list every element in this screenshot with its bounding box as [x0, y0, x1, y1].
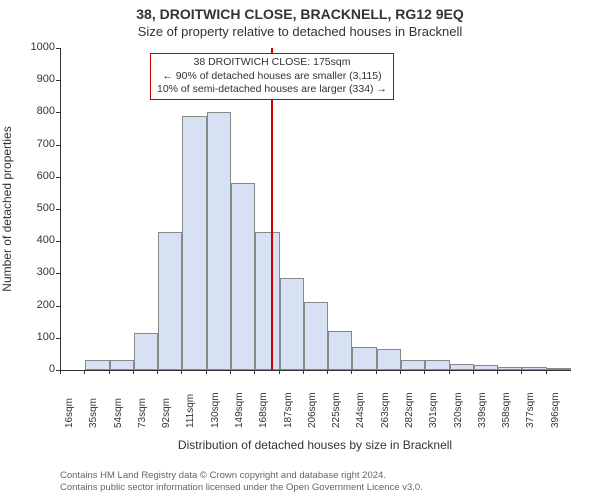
x-tick-label: 263sqm [380, 392, 391, 428]
y-tick-label: 600 [15, 170, 55, 182]
y-tick-mark [56, 112, 60, 113]
x-tick-mark [546, 370, 547, 374]
x-tick-label: 244sqm [355, 392, 366, 428]
x-tick-label: 225sqm [331, 392, 342, 428]
x-tick-label: 206sqm [307, 392, 318, 428]
x-tick-mark [60, 370, 61, 374]
y-tick-label: 200 [15, 299, 55, 311]
x-tick-label: 92sqm [161, 398, 172, 428]
x-tick-label: 187sqm [283, 392, 294, 428]
annotation-box: 38 DROITWICH CLOSE: 175sqm← 90% of detac… [150, 53, 394, 100]
histogram-bar [498, 367, 522, 370]
x-tick-label: 149sqm [234, 392, 245, 428]
x-tick-mark [230, 370, 231, 374]
y-tick-mark [56, 273, 60, 274]
histogram-bar [522, 367, 546, 370]
y-tick-label: 700 [15, 138, 55, 150]
x-tick-mark [303, 370, 304, 374]
histogram-bar [280, 278, 304, 370]
x-tick-mark [109, 370, 110, 374]
histogram-bar [255, 232, 279, 370]
histogram-bar [547, 368, 571, 370]
x-tick-label: 16sqm [64, 398, 75, 428]
x-tick-mark [206, 370, 207, 374]
x-tick-label: 301sqm [428, 392, 439, 428]
histogram-bar [450, 364, 474, 370]
annotation-line3: 10% of semi-detached houses are larger (… [157, 83, 387, 97]
x-tick-mark [133, 370, 134, 374]
x-tick-mark [473, 370, 474, 374]
histogram-bar [377, 349, 401, 370]
histogram-bar [85, 360, 109, 370]
x-tick-label: 111sqm [185, 394, 196, 428]
x-tick-mark [497, 370, 498, 374]
histogram-bar [425, 360, 449, 370]
x-tick-mark [351, 370, 352, 374]
x-tick-label: 358sqm [501, 392, 512, 428]
y-tick-label: 400 [15, 234, 55, 246]
x-tick-mark [400, 370, 401, 374]
x-tick-label: 282sqm [404, 392, 415, 428]
attribution-text: Contains HM Land Registry data © Crown c… [60, 470, 570, 494]
y-tick-mark [56, 80, 60, 81]
x-tick-label: 54sqm [113, 398, 124, 428]
x-tick-label: 320sqm [453, 392, 464, 428]
x-tick-mark [521, 370, 522, 374]
x-tick-mark [449, 370, 450, 374]
y-tick-mark [56, 145, 60, 146]
x-tick-label: 130sqm [210, 392, 221, 428]
y-tick-mark [56, 306, 60, 307]
chart-subtitle: Size of property relative to detached ho… [0, 24, 600, 39]
x-tick-mark [327, 370, 328, 374]
x-tick-label: 168sqm [258, 392, 269, 428]
histogram-bar [352, 347, 376, 370]
chart-container: { "title": "38, DROITWICH CLOSE, BRACKNE… [0, 0, 600, 500]
x-tick-label: 73sqm [137, 398, 148, 428]
histogram-bar [182, 116, 206, 370]
histogram-bar [207, 112, 231, 370]
chart-title: 38, DROITWICH CLOSE, BRACKNELL, RG12 9EQ [0, 6, 600, 22]
x-tick-label: 377sqm [525, 392, 536, 428]
y-tick-label: 300 [15, 266, 55, 278]
x-tick-mark [84, 370, 85, 374]
x-tick-label: 339sqm [477, 392, 488, 428]
annotation-line1: 38 DROITWICH CLOSE: 175sqm [157, 56, 387, 70]
y-tick-mark [56, 338, 60, 339]
y-tick-label: 900 [15, 73, 55, 85]
x-tick-mark [181, 370, 182, 374]
x-tick-mark [424, 370, 425, 374]
attribution-line2: Contains public sector information licen… [60, 482, 570, 494]
histogram-bar [231, 183, 255, 370]
x-tick-label: 396sqm [550, 392, 561, 428]
histogram-bar [474, 365, 498, 370]
x-axis-label: Distribution of detached houses by size … [60, 438, 570, 452]
histogram-bar [328, 331, 352, 370]
y-tick-mark [56, 209, 60, 210]
y-tick-label: 500 [15, 202, 55, 214]
y-tick-mark [56, 241, 60, 242]
annotation-line2: ← 90% of detached houses are smaller (3,… [157, 70, 387, 84]
attribution-line1: Contains HM Land Registry data © Crown c… [60, 470, 570, 482]
x-tick-mark [279, 370, 280, 374]
y-tick-mark [56, 177, 60, 178]
y-tick-label: 1000 [15, 41, 55, 53]
y-tick-label: 0 [15, 363, 55, 375]
histogram-bar [158, 232, 182, 370]
histogram-bar [304, 302, 328, 370]
x-tick-mark [157, 370, 158, 374]
y-tick-label: 100 [15, 331, 55, 343]
x-tick-mark [254, 370, 255, 374]
histogram-bar [134, 333, 158, 370]
y-tick-mark [56, 48, 60, 49]
histogram-bar [110, 360, 134, 370]
x-tick-label: 35sqm [88, 398, 99, 428]
histogram-bar [401, 360, 425, 370]
y-tick-label: 800 [15, 105, 55, 117]
x-tick-mark [376, 370, 377, 374]
